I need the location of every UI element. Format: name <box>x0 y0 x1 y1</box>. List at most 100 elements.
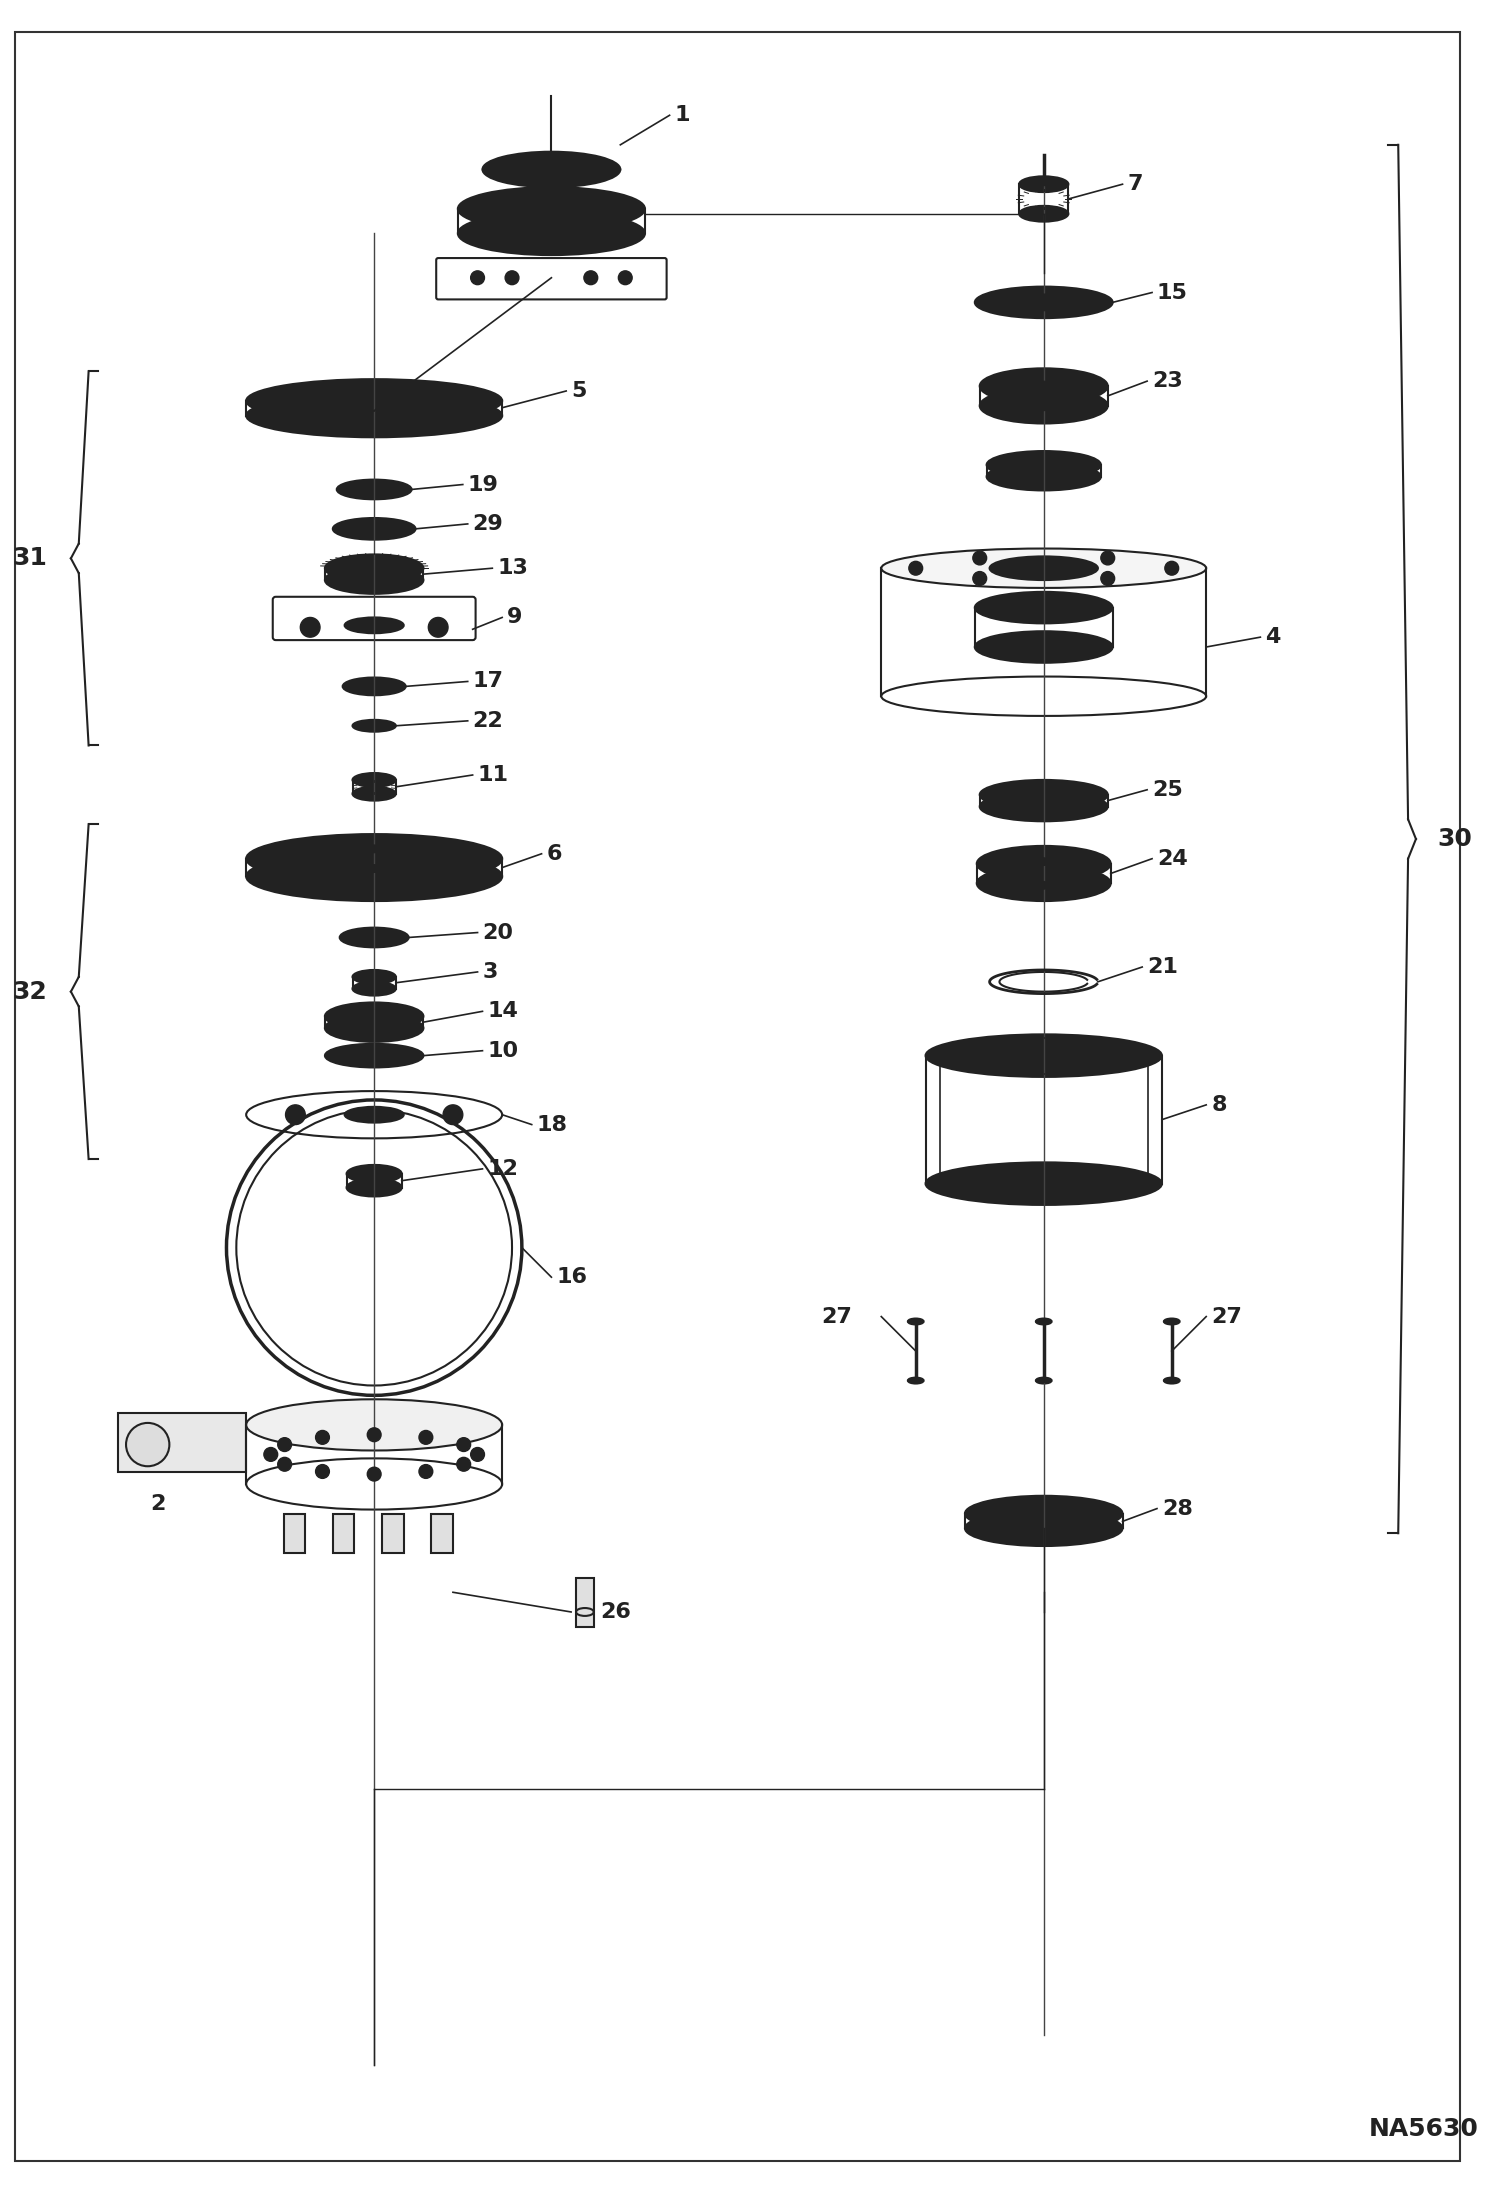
Circle shape <box>1040 382 1047 388</box>
Circle shape <box>1040 404 1047 410</box>
Ellipse shape <box>977 846 1110 882</box>
Ellipse shape <box>926 1035 1162 1077</box>
Text: 3: 3 <box>482 963 497 982</box>
Circle shape <box>1059 860 1067 866</box>
Text: 21: 21 <box>1147 956 1177 978</box>
Circle shape <box>370 844 377 853</box>
Ellipse shape <box>355 932 394 943</box>
Circle shape <box>277 1439 292 1452</box>
Circle shape <box>316 1465 330 1478</box>
Ellipse shape <box>346 851 401 866</box>
Circle shape <box>1002 871 1010 877</box>
Circle shape <box>457 1458 470 1472</box>
Circle shape <box>419 1430 433 1445</box>
Ellipse shape <box>908 1318 924 1325</box>
Text: 23: 23 <box>1152 371 1183 390</box>
Ellipse shape <box>995 292 1094 314</box>
Circle shape <box>1077 393 1085 399</box>
Circle shape <box>1007 875 1016 884</box>
Text: 1: 1 <box>674 105 691 125</box>
Bar <box>431 1513 452 1553</box>
Circle shape <box>370 864 377 873</box>
Ellipse shape <box>400 386 427 395</box>
Circle shape <box>277 1458 292 1472</box>
Circle shape <box>1002 393 1010 399</box>
Text: 32: 32 <box>12 980 46 1004</box>
Ellipse shape <box>1164 1377 1179 1384</box>
Text: 4: 4 <box>1266 627 1281 647</box>
Ellipse shape <box>337 1007 412 1026</box>
Circle shape <box>1040 857 1047 866</box>
Ellipse shape <box>980 368 1107 404</box>
Ellipse shape <box>939 1164 1147 1202</box>
Ellipse shape <box>325 1015 424 1042</box>
Ellipse shape <box>999 384 1088 408</box>
Text: 16: 16 <box>556 1268 587 1287</box>
Circle shape <box>1059 879 1067 888</box>
Text: 22: 22 <box>473 711 503 730</box>
Text: 12: 12 <box>487 1158 518 1180</box>
Ellipse shape <box>352 719 395 732</box>
Text: 18: 18 <box>536 1114 568 1134</box>
Ellipse shape <box>987 452 1101 478</box>
Ellipse shape <box>965 1496 1122 1531</box>
Ellipse shape <box>995 785 1094 805</box>
Text: 8: 8 <box>1212 1094 1227 1114</box>
Circle shape <box>126 1423 169 1467</box>
Circle shape <box>1059 382 1067 390</box>
Ellipse shape <box>325 566 424 594</box>
Ellipse shape <box>881 675 1206 715</box>
Circle shape <box>1007 397 1016 406</box>
Circle shape <box>619 272 632 285</box>
Ellipse shape <box>340 928 409 947</box>
Circle shape <box>367 1428 380 1441</box>
Circle shape <box>1073 386 1080 395</box>
Circle shape <box>1073 397 1080 406</box>
Ellipse shape <box>337 559 412 579</box>
Ellipse shape <box>360 774 389 785</box>
Ellipse shape <box>352 969 395 985</box>
Ellipse shape <box>321 406 349 417</box>
Text: 15: 15 <box>1156 283 1188 303</box>
Text: 17: 17 <box>473 671 503 691</box>
Ellipse shape <box>345 1107 404 1123</box>
Ellipse shape <box>497 156 605 184</box>
Circle shape <box>505 272 518 285</box>
Text: 20: 20 <box>482 923 514 943</box>
Ellipse shape <box>333 518 415 539</box>
Ellipse shape <box>990 1502 1098 1526</box>
Circle shape <box>397 849 404 855</box>
Ellipse shape <box>352 1050 395 1061</box>
Ellipse shape <box>246 1092 502 1138</box>
Ellipse shape <box>987 463 1101 491</box>
Ellipse shape <box>939 1037 1147 1075</box>
Circle shape <box>264 1447 277 1461</box>
Ellipse shape <box>975 592 1113 623</box>
Text: 6: 6 <box>547 844 562 864</box>
Circle shape <box>333 855 340 862</box>
Ellipse shape <box>577 1607 593 1616</box>
Ellipse shape <box>497 195 605 224</box>
Circle shape <box>1022 401 1029 410</box>
Circle shape <box>397 862 404 871</box>
Ellipse shape <box>999 454 1088 474</box>
Bar <box>283 1513 306 1553</box>
Ellipse shape <box>352 774 395 787</box>
Text: 14: 14 <box>487 1002 518 1022</box>
Ellipse shape <box>337 480 412 500</box>
Circle shape <box>1073 864 1080 871</box>
Ellipse shape <box>361 721 388 730</box>
Ellipse shape <box>325 846 424 871</box>
Ellipse shape <box>352 982 395 996</box>
Text: 30: 30 <box>1438 827 1473 851</box>
Circle shape <box>1007 386 1016 395</box>
Circle shape <box>1101 550 1115 566</box>
Ellipse shape <box>975 287 1113 318</box>
Ellipse shape <box>321 386 349 395</box>
Circle shape <box>1073 875 1080 884</box>
Bar <box>577 1577 593 1627</box>
Ellipse shape <box>282 397 309 406</box>
Circle shape <box>470 1447 484 1461</box>
FancyBboxPatch shape <box>436 259 667 300</box>
Ellipse shape <box>439 397 467 406</box>
